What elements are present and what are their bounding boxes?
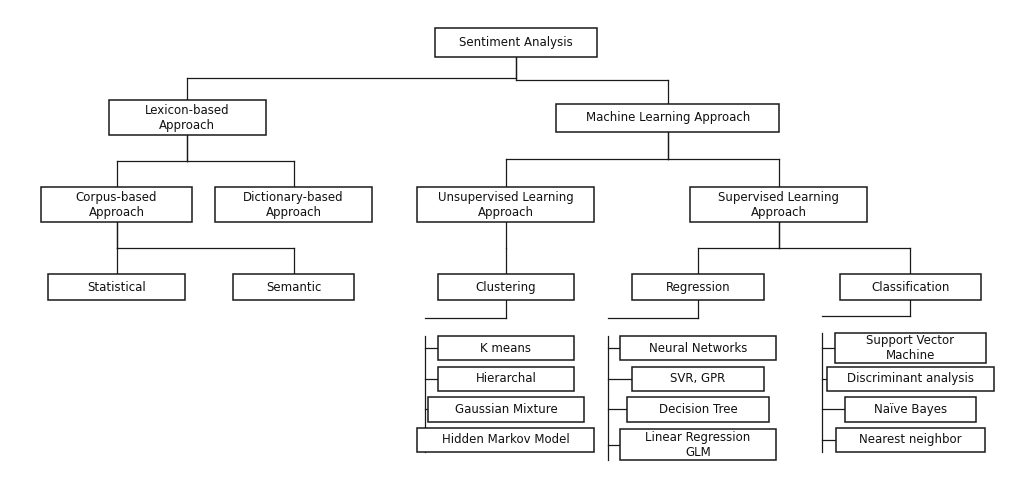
Text: Dictionary-based
Approach: Dictionary-based Approach [244,191,344,219]
Text: Neural Networks: Neural Networks [649,342,747,355]
Text: Nearest neighbor: Nearest neighbor [859,433,962,446]
Text: Linear Regression
GLM: Linear Regression GLM [645,431,750,458]
FancyBboxPatch shape [633,367,764,391]
FancyBboxPatch shape [627,397,769,421]
FancyBboxPatch shape [690,187,868,222]
Text: Support Vector
Machine: Support Vector Machine [867,334,955,362]
FancyBboxPatch shape [619,429,776,460]
Text: Clustering: Clustering [476,280,537,294]
Text: Discriminant analysis: Discriminant analysis [847,372,974,385]
FancyBboxPatch shape [233,274,354,300]
Text: Gaussian Mixture: Gaussian Mixture [454,403,557,416]
FancyBboxPatch shape [427,397,584,421]
Text: Unsupervised Learning
Approach: Unsupervised Learning Approach [438,191,574,219]
FancyBboxPatch shape [836,428,986,452]
FancyBboxPatch shape [619,336,776,360]
FancyBboxPatch shape [215,187,372,222]
FancyBboxPatch shape [438,336,574,360]
Text: Hierarchal: Hierarchal [476,372,537,385]
Text: K means: K means [480,342,531,355]
FancyBboxPatch shape [49,274,185,300]
Text: Supervised Learning
Approach: Supervised Learning Approach [718,191,839,219]
Text: Classification: Classification [871,280,949,294]
FancyBboxPatch shape [109,100,265,135]
FancyBboxPatch shape [417,428,594,452]
FancyBboxPatch shape [438,274,574,300]
FancyBboxPatch shape [840,274,981,300]
Text: Semantic: Semantic [266,280,321,294]
FancyBboxPatch shape [633,274,764,300]
FancyBboxPatch shape [827,367,994,391]
FancyBboxPatch shape [844,397,976,421]
Text: Statistical: Statistical [87,280,146,294]
Text: Machine Learning Approach: Machine Learning Approach [585,111,750,124]
Text: Corpus-based
Approach: Corpus-based Approach [75,191,157,219]
FancyBboxPatch shape [417,187,594,222]
Text: Lexicon-based
Approach: Lexicon-based Approach [144,104,230,132]
Text: Hidden Markov Model: Hidden Markov Model [442,433,570,446]
Text: Naïve Bayes: Naïve Bayes [874,403,947,416]
FancyBboxPatch shape [835,333,987,363]
FancyBboxPatch shape [436,28,596,57]
Text: SVR, GPR: SVR, GPR [671,372,725,385]
Text: Decision Tree: Decision Tree [658,403,738,416]
Text: Regression: Regression [666,280,731,294]
Text: Sentiment Analysis: Sentiment Analysis [459,36,573,49]
FancyBboxPatch shape [438,367,574,391]
FancyBboxPatch shape [556,104,779,132]
FancyBboxPatch shape [40,187,192,222]
